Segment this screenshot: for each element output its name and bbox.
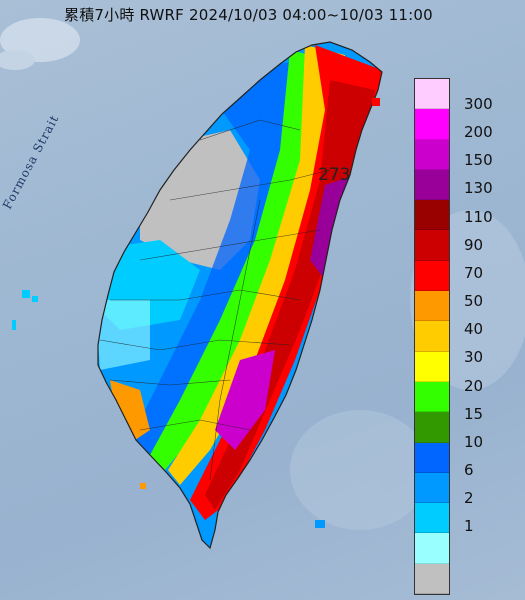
legend-label: 2 bbox=[464, 489, 474, 508]
legend-label: 40 bbox=[464, 320, 484, 339]
legend-swatch bbox=[415, 381, 449, 413]
legend-label: 30 bbox=[464, 348, 484, 367]
legend-swatch bbox=[415, 321, 449, 352]
legend-label: 130 bbox=[464, 179, 493, 198]
legend-swatch bbox=[415, 200, 449, 231]
offshore-echoes bbox=[12, 98, 380, 528]
legend-swatch bbox=[415, 230, 449, 261]
legend-label: 300 bbox=[464, 95, 493, 113]
legend-swatch bbox=[415, 533, 449, 564]
legend-label: 150 bbox=[464, 151, 493, 170]
peak-value-label: 273 bbox=[318, 165, 351, 185]
legend-label: 50 bbox=[464, 292, 484, 311]
legend-swatch bbox=[415, 79, 449, 110]
legend-label: 1 bbox=[464, 517, 474, 536]
color-legend bbox=[414, 78, 450, 596]
map-title: 累積7小時 RWRF 2024/10/03 04:00~10/03 11:00 bbox=[64, 6, 433, 24]
legend-swatch bbox=[415, 109, 449, 140]
legend-swatch bbox=[415, 563, 449, 595]
legend-label: 10 bbox=[464, 432, 484, 451]
coastline bbox=[97, 41, 383, 550]
legend-label: 90 bbox=[464, 235, 484, 254]
legend-swatch bbox=[415, 169, 449, 201]
legend-label: 15 bbox=[464, 404, 484, 423]
legend-label: 20 bbox=[464, 376, 484, 395]
legend-swatch bbox=[415, 260, 449, 292]
legend-swatch bbox=[415, 139, 449, 170]
legend-label: 200 bbox=[464, 123, 493, 142]
legend-label: 6 bbox=[464, 460, 474, 479]
legend-swatch bbox=[415, 412, 449, 443]
legend-swatch bbox=[415, 472, 449, 504]
legend-label: 70 bbox=[464, 263, 484, 282]
legend-swatch bbox=[415, 351, 449, 382]
legend-swatch bbox=[415, 442, 449, 473]
legend-label: 110 bbox=[464, 207, 493, 226]
legend-swatch bbox=[415, 291, 449, 322]
legend-swatch bbox=[415, 503, 449, 534]
